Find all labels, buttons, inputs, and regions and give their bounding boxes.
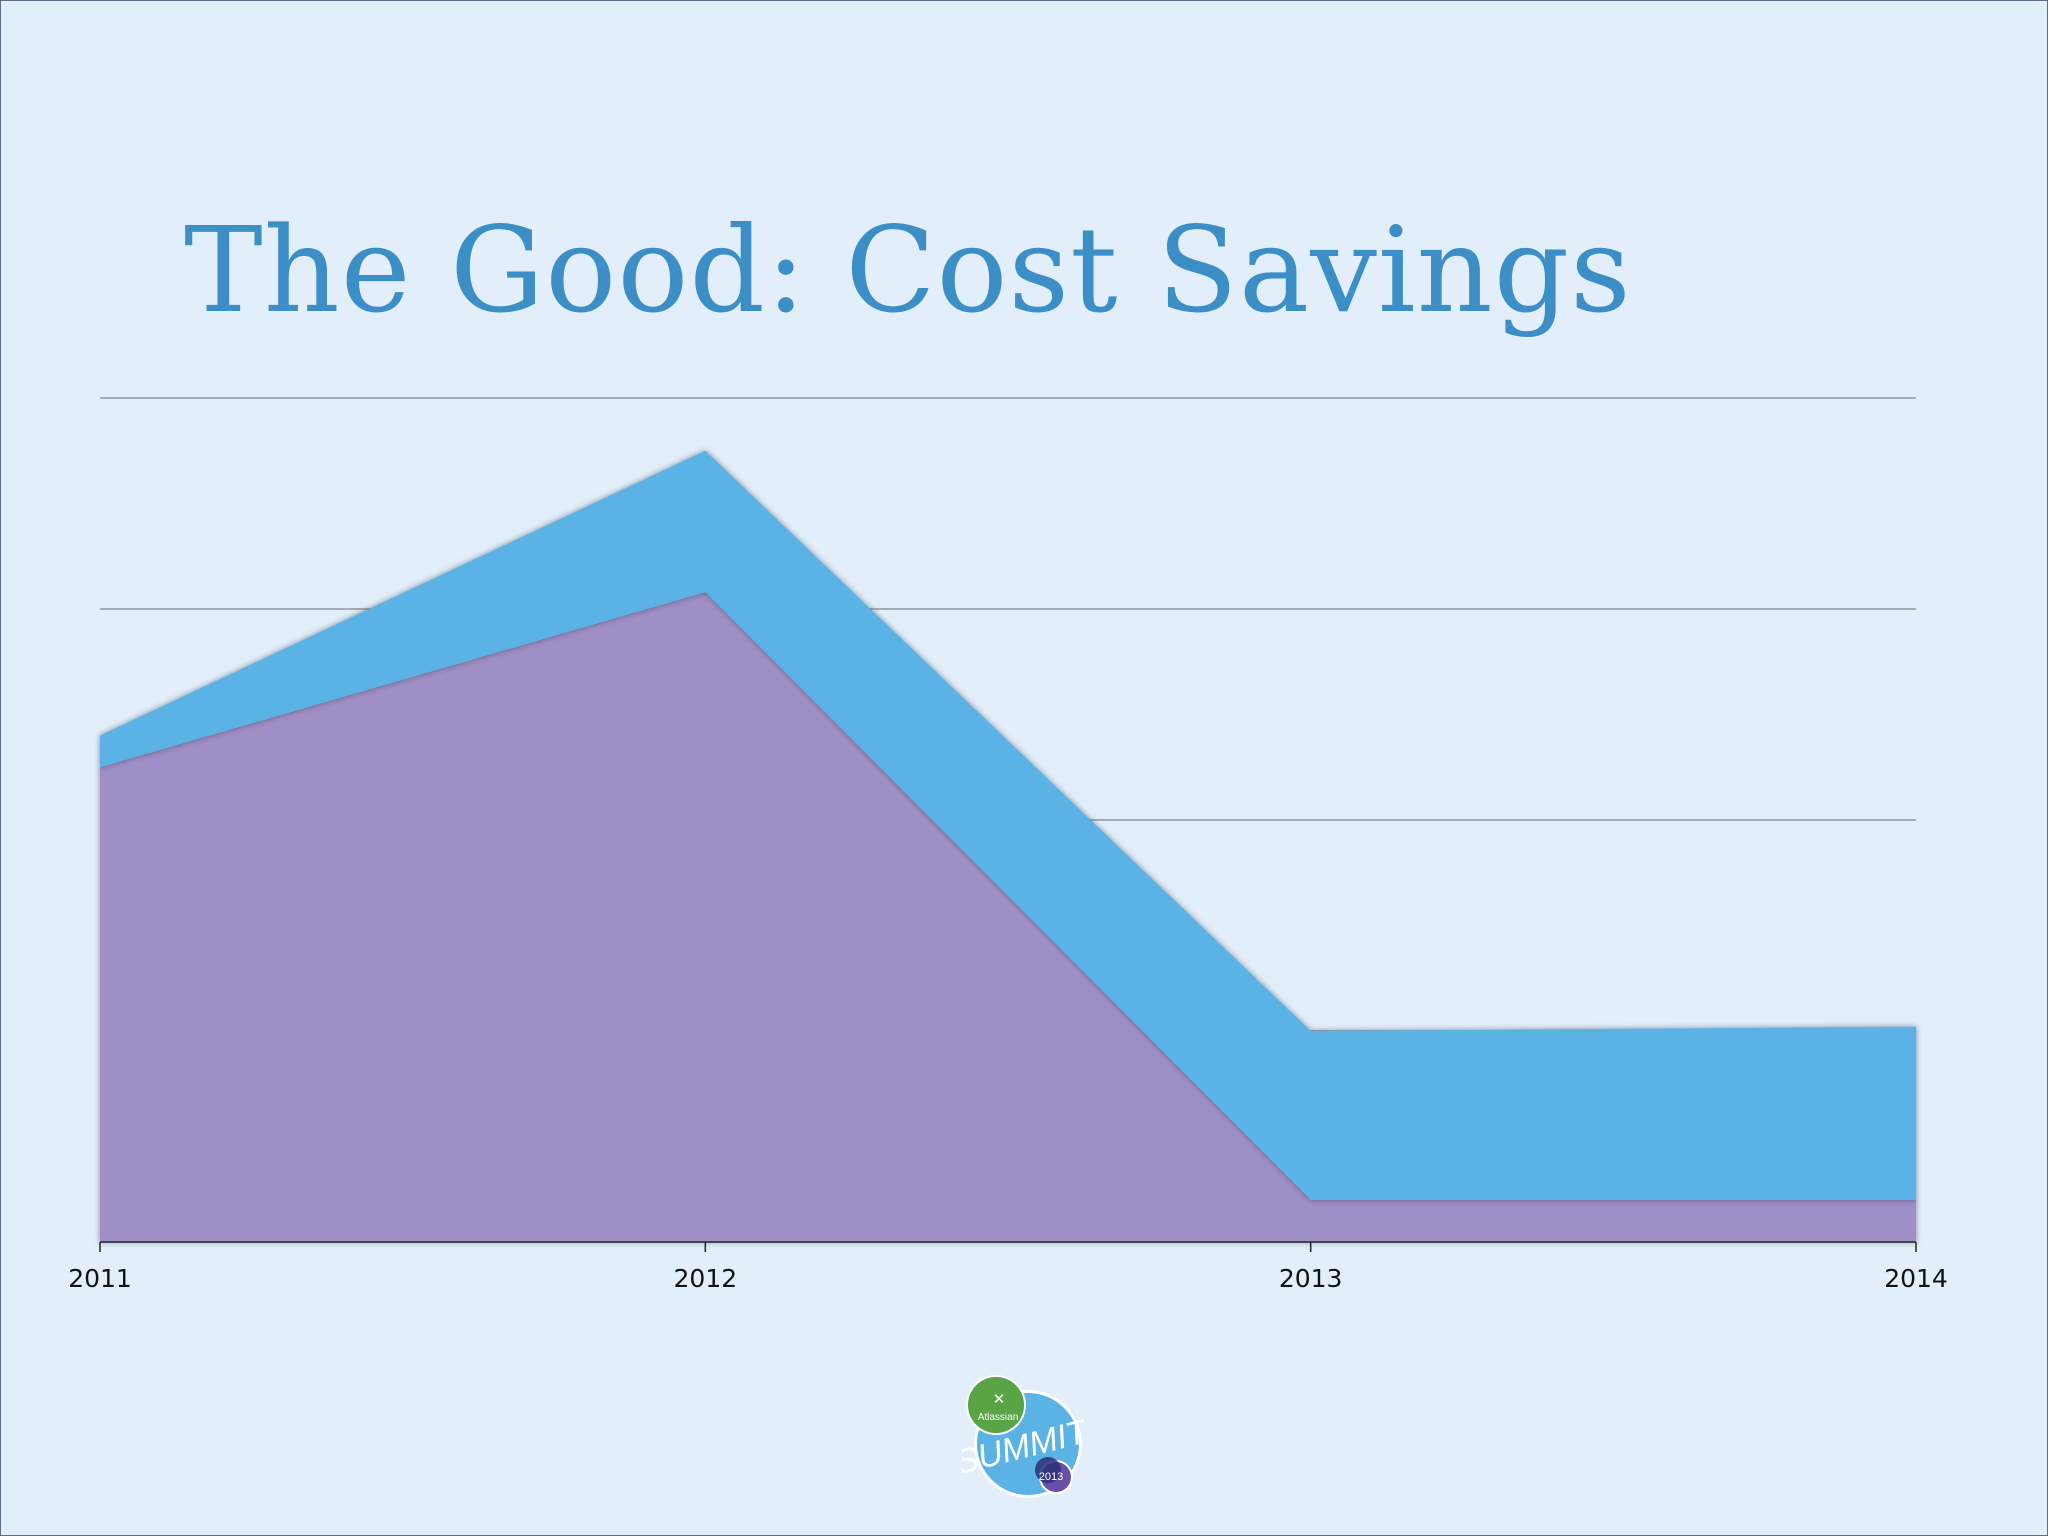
atlassian-summit-logo: ✕ Atlassian SUMMIT 2013 xyxy=(962,1375,1084,1498)
logo-year-text: 2013 xyxy=(1039,1471,1063,1483)
x-tick-label: 2012 xyxy=(674,1264,738,1293)
x-axis: 2011 2012 2013 2014 xyxy=(68,1241,1948,1293)
area-series-2 xyxy=(100,450,1916,1200)
area-series-group xyxy=(100,450,1916,1242)
x-tick-label: 2011 xyxy=(68,1264,132,1293)
logo-brand-text: Atlassian xyxy=(978,1412,1019,1423)
x-tick-label: 2013 xyxy=(1279,1264,1343,1293)
slide-title: The Good: Cost Savings xyxy=(184,201,1632,339)
svg-text:✕: ✕ xyxy=(993,1391,1006,1408)
area-series-1 xyxy=(100,592,1916,1242)
x-tick-label: 2014 xyxy=(1884,1264,1948,1293)
